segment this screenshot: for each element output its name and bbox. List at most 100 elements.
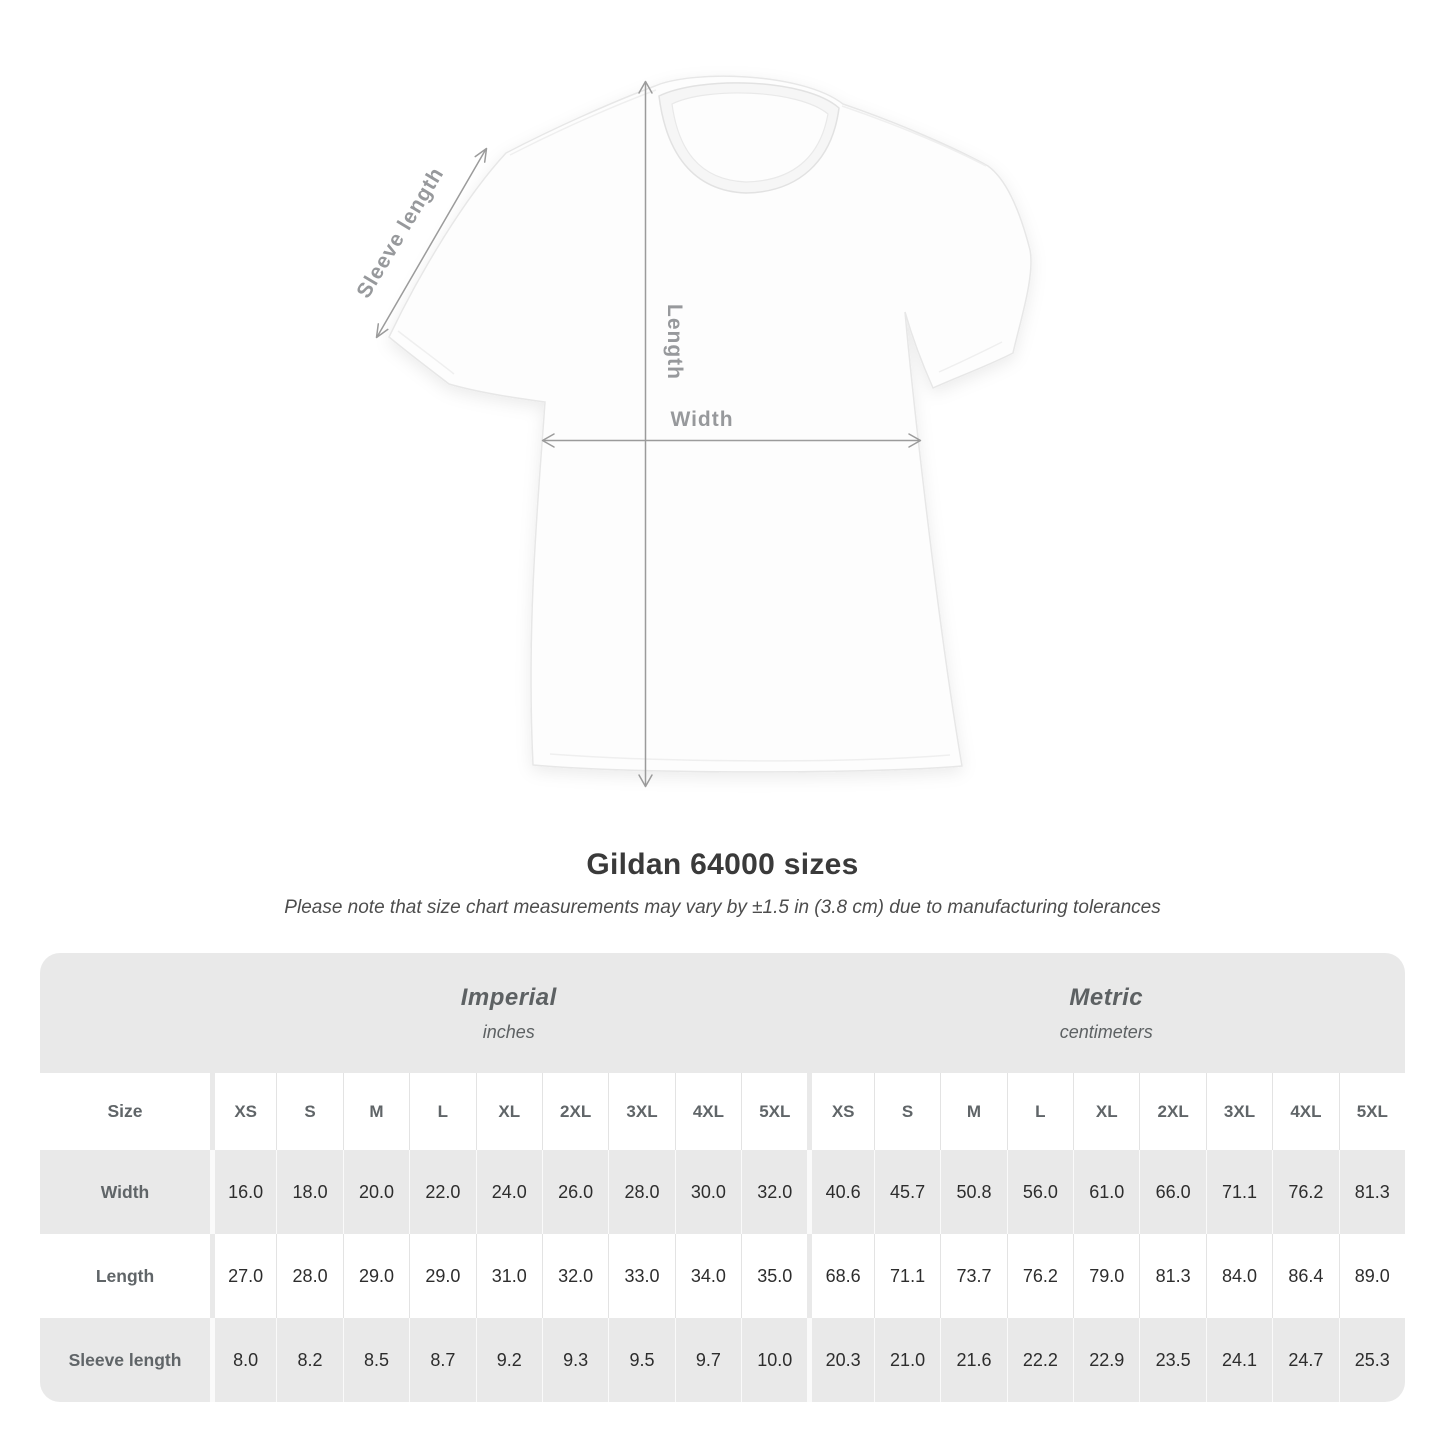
row-label: Length xyxy=(95,1265,155,1286)
unit-header-row: Imperial inches Metric centimeters xyxy=(40,953,1405,1073)
table-cell: 22.0 xyxy=(409,1150,475,1234)
sleeve-length-arrow xyxy=(375,147,488,339)
table-row-length: Length 27.0 28.0 29.0 29.0 31.0 32.0 33.… xyxy=(40,1234,1405,1318)
table-cell: 40.6 xyxy=(807,1150,873,1234)
tshirt-outline xyxy=(388,75,1032,773)
imperial-unit: inches xyxy=(482,1021,535,1042)
imperial-title: Imperial xyxy=(460,983,557,1011)
tshirt-figure: Sleeve length Length Width xyxy=(350,60,1050,820)
table-cell: 29.0 xyxy=(342,1234,409,1318)
table-cell: 76.2 xyxy=(1272,1150,1338,1234)
table-cell: 16.0 xyxy=(210,1150,276,1234)
table-cell: 9.2 xyxy=(475,1318,542,1402)
length-arrow xyxy=(638,80,653,788)
table-cell: 8.5 xyxy=(342,1318,409,1402)
metric-header: Metric centimeters xyxy=(808,953,1406,1073)
table-cell: 23.5 xyxy=(1139,1318,1205,1402)
size-col-header: XL xyxy=(475,1073,542,1150)
table-cell: 27.0 xyxy=(210,1234,276,1318)
table-cell: 8.7 xyxy=(409,1318,475,1402)
table-cell: 22.9 xyxy=(1073,1318,1139,1402)
size-col-header: L xyxy=(409,1073,475,1150)
table-cell: 24.0 xyxy=(475,1150,542,1234)
table-cell: 20.3 xyxy=(807,1318,873,1402)
size-table: Imperial inches Metric centimeters Size … xyxy=(40,953,1405,1402)
size-header-label: Size xyxy=(107,1101,143,1121)
table-cell: 22.2 xyxy=(1006,1318,1073,1402)
table-cell: 25.3 xyxy=(1338,1318,1405,1402)
table-cell: 21.6 xyxy=(940,1318,1006,1402)
row-label: Width xyxy=(100,1181,150,1202)
size-col-header: 4XL xyxy=(1272,1073,1338,1150)
table-cell: 50.8 xyxy=(940,1150,1006,1234)
table-cell: 8.0 xyxy=(210,1318,276,1402)
table-cell: 24.7 xyxy=(1272,1318,1338,1402)
table-cell: 86.4 xyxy=(1272,1234,1338,1318)
table-cell: 84.0 xyxy=(1205,1234,1272,1318)
table-cell: 56.0 xyxy=(1006,1150,1073,1234)
length-label: Length xyxy=(663,304,686,380)
size-col-header: 3XL xyxy=(1205,1073,1272,1150)
table-row-width: Width 16.0 18.0 20.0 22.0 24.0 26.0 28.0… xyxy=(40,1150,1405,1234)
table-cell: 9.5 xyxy=(608,1318,674,1402)
size-col-header: L xyxy=(1006,1073,1073,1150)
table-row-sleeve-length: Sleeve length 8.0 8.2 8.5 8.7 9.2 9.3 9.… xyxy=(40,1318,1405,1402)
tshirt-illustration: Sleeve length Length Width xyxy=(352,75,1032,788)
table-cell: 66.0 xyxy=(1139,1150,1205,1234)
table-cell: 28.0 xyxy=(276,1234,342,1318)
metric-unit: centimeters xyxy=(1059,1021,1153,1042)
size-header-row: Size XS S M L XL 2XL 3XL 4XL 5XL XS S M … xyxy=(40,1073,1405,1150)
size-col-header: M xyxy=(940,1073,1006,1150)
table-cell: 61.0 xyxy=(1073,1150,1139,1234)
bottom-hem-seam xyxy=(549,753,951,762)
table-cell: 76.2 xyxy=(1006,1234,1073,1318)
left-shoulder-seam xyxy=(509,89,657,156)
tolerance-note: Please note that size chart measurements… xyxy=(284,897,1161,918)
size-col-header: XL xyxy=(1073,1073,1139,1150)
table-cell: 30.0 xyxy=(674,1150,741,1234)
table-cell: 81.3 xyxy=(1139,1234,1205,1318)
width-arrow xyxy=(541,433,922,448)
size-col-header: 5XL xyxy=(741,1073,807,1150)
table-cell: 32.0 xyxy=(541,1234,608,1318)
imperial-header: Imperial inches xyxy=(210,953,808,1073)
collar-band xyxy=(671,92,829,183)
table-cell: 28.0 xyxy=(608,1150,674,1234)
table-cell: 10.0 xyxy=(741,1318,807,1402)
table-cell: 18.0 xyxy=(276,1150,342,1234)
table-cell: 71.1 xyxy=(873,1234,940,1318)
size-col-header: S xyxy=(873,1073,940,1150)
width-label: Width xyxy=(670,408,733,431)
table-cell: 68.6 xyxy=(807,1234,873,1318)
left-cuff-seam xyxy=(397,330,455,375)
table-cell: 89.0 xyxy=(1338,1234,1405,1318)
table-cell: 34.0 xyxy=(674,1234,741,1318)
table-cell: 35.0 xyxy=(741,1234,807,1318)
metric-title: Metric xyxy=(1069,983,1144,1011)
table-cell: 26.0 xyxy=(541,1150,608,1234)
size-col-header: 2XL xyxy=(1139,1073,1205,1150)
table-cell: 73.7 xyxy=(940,1234,1006,1318)
table-cell: 9.3 xyxy=(541,1318,608,1402)
table-cell: 45.7 xyxy=(873,1150,940,1234)
table-cell: 33.0 xyxy=(608,1234,674,1318)
size-col-header: XS xyxy=(807,1073,873,1150)
size-col-header: 2XL xyxy=(541,1073,608,1150)
table-cell: 29.0 xyxy=(409,1234,475,1318)
size-col-header: 5XL xyxy=(1338,1073,1405,1150)
table-cell: 79.0 xyxy=(1073,1234,1139,1318)
size-col-header: XS xyxy=(210,1073,276,1150)
size-col-header: 3XL xyxy=(608,1073,674,1150)
table-cell: 21.0 xyxy=(873,1318,940,1402)
table-cell: 24.1 xyxy=(1205,1318,1272,1402)
table-cell: 71.1 xyxy=(1205,1150,1272,1234)
table-cell: 32.0 xyxy=(741,1150,807,1234)
size-col-header: 4XL xyxy=(674,1073,741,1150)
table-cell: 8.2 xyxy=(276,1318,342,1402)
page-title: Gildan 64000 sizes xyxy=(586,848,859,881)
tshirt-shape xyxy=(388,75,1032,773)
row-label: Sleeve length xyxy=(68,1349,182,1370)
table-cell: 31.0 xyxy=(475,1234,542,1318)
table-cell: 9.7 xyxy=(674,1318,741,1402)
right-shoulder-seam xyxy=(841,105,987,167)
